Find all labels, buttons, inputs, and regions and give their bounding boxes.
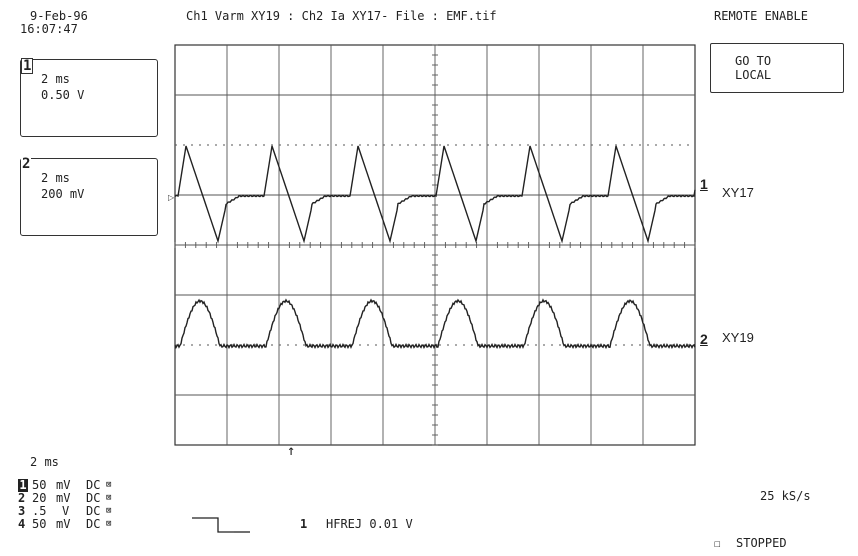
trigger-slope-icon [192, 517, 250, 533]
channel-2-timebase: 2 ms [41, 171, 70, 185]
channel-row-scale: 50 [32, 517, 47, 531]
trace2-label: XY19 [722, 330, 754, 345]
channel-row-unit: mV [56, 517, 71, 531]
channel-1-number: 1 [21, 58, 34, 74]
bottom-timebase: 2 ms [30, 455, 59, 469]
remote-status: REMOTE ENABLE [714, 9, 808, 23]
trigger-position-marker: ↑ [287, 443, 296, 459]
channel-row-coupling: DC [86, 504, 101, 518]
channel-row-coupling: DC [86, 491, 101, 505]
channel-2-number: 2 [21, 156, 32, 172]
trigger-setting: HFREJ 0.01 V [326, 517, 413, 531]
channel-2-scale: 200 mV [41, 187, 85, 201]
acquisition-status: STOPPED [736, 536, 787, 550]
graticule [174, 44, 696, 446]
bandwidth-icon: ⊠ [106, 519, 112, 529]
channel-row-unit: V [62, 504, 70, 518]
channel-1-box[interactable]: 1 2 ms 0.50 V [20, 58, 158, 137]
trace1-marker: 1 [700, 176, 708, 192]
go-to-local-line1: GO TO [735, 54, 772, 68]
ground-marker: ▷ [168, 193, 175, 202]
channel-row-num: 4 [18, 517, 26, 531]
channel-row-scale: .5 [32, 504, 47, 518]
channel-1-timebase: 2 ms [41, 72, 70, 86]
sample-rate: 25 kS/s [760, 489, 811, 503]
channel-row-scale: 20 [32, 491, 47, 505]
status-checkbox-icon[interactable]: ☐ [714, 537, 721, 550]
bandwidth-icon: ⊠ [106, 493, 112, 503]
channel-2-box[interactable]: 2 2 ms 200 mV [20, 156, 158, 236]
channel-row-unit: mV [56, 478, 71, 492]
channel-row-num: 1 [18, 478, 28, 492]
channel-row: 1 [18, 479, 28, 492]
channel-row-unit: mV [56, 491, 71, 505]
channel-row-num: 2 [18, 491, 26, 505]
trace2-marker: 2 [700, 331, 708, 347]
time-label: 16:07:47 [20, 22, 78, 36]
trace-xy17 [174, 145, 696, 244]
trace1-label: XY17 [722, 185, 754, 200]
go-to-local-button[interactable]: GO TO LOCAL [710, 43, 844, 93]
go-to-local-line2: LOCAL [735, 68, 772, 82]
channel-row-coupling: DC [86, 478, 101, 492]
trace-xy19 [174, 298, 696, 350]
window-title: Ch1 Varm XY19 : Ch2 Ia XY17- File : EMF.… [186, 9, 497, 23]
date-label: 9-Feb-96 [30, 9, 88, 23]
trigger-channel: 1 [300, 517, 308, 531]
bandwidth-icon: ⊠ [106, 480, 112, 490]
channel-row-coupling: DC [86, 517, 101, 531]
channel-row-scale: 50 [32, 478, 47, 492]
bandwidth-icon: ⊠ [106, 506, 112, 516]
channel-row-num: 3 [18, 504, 26, 518]
channel-1-scale: 0.50 V [41, 88, 85, 102]
